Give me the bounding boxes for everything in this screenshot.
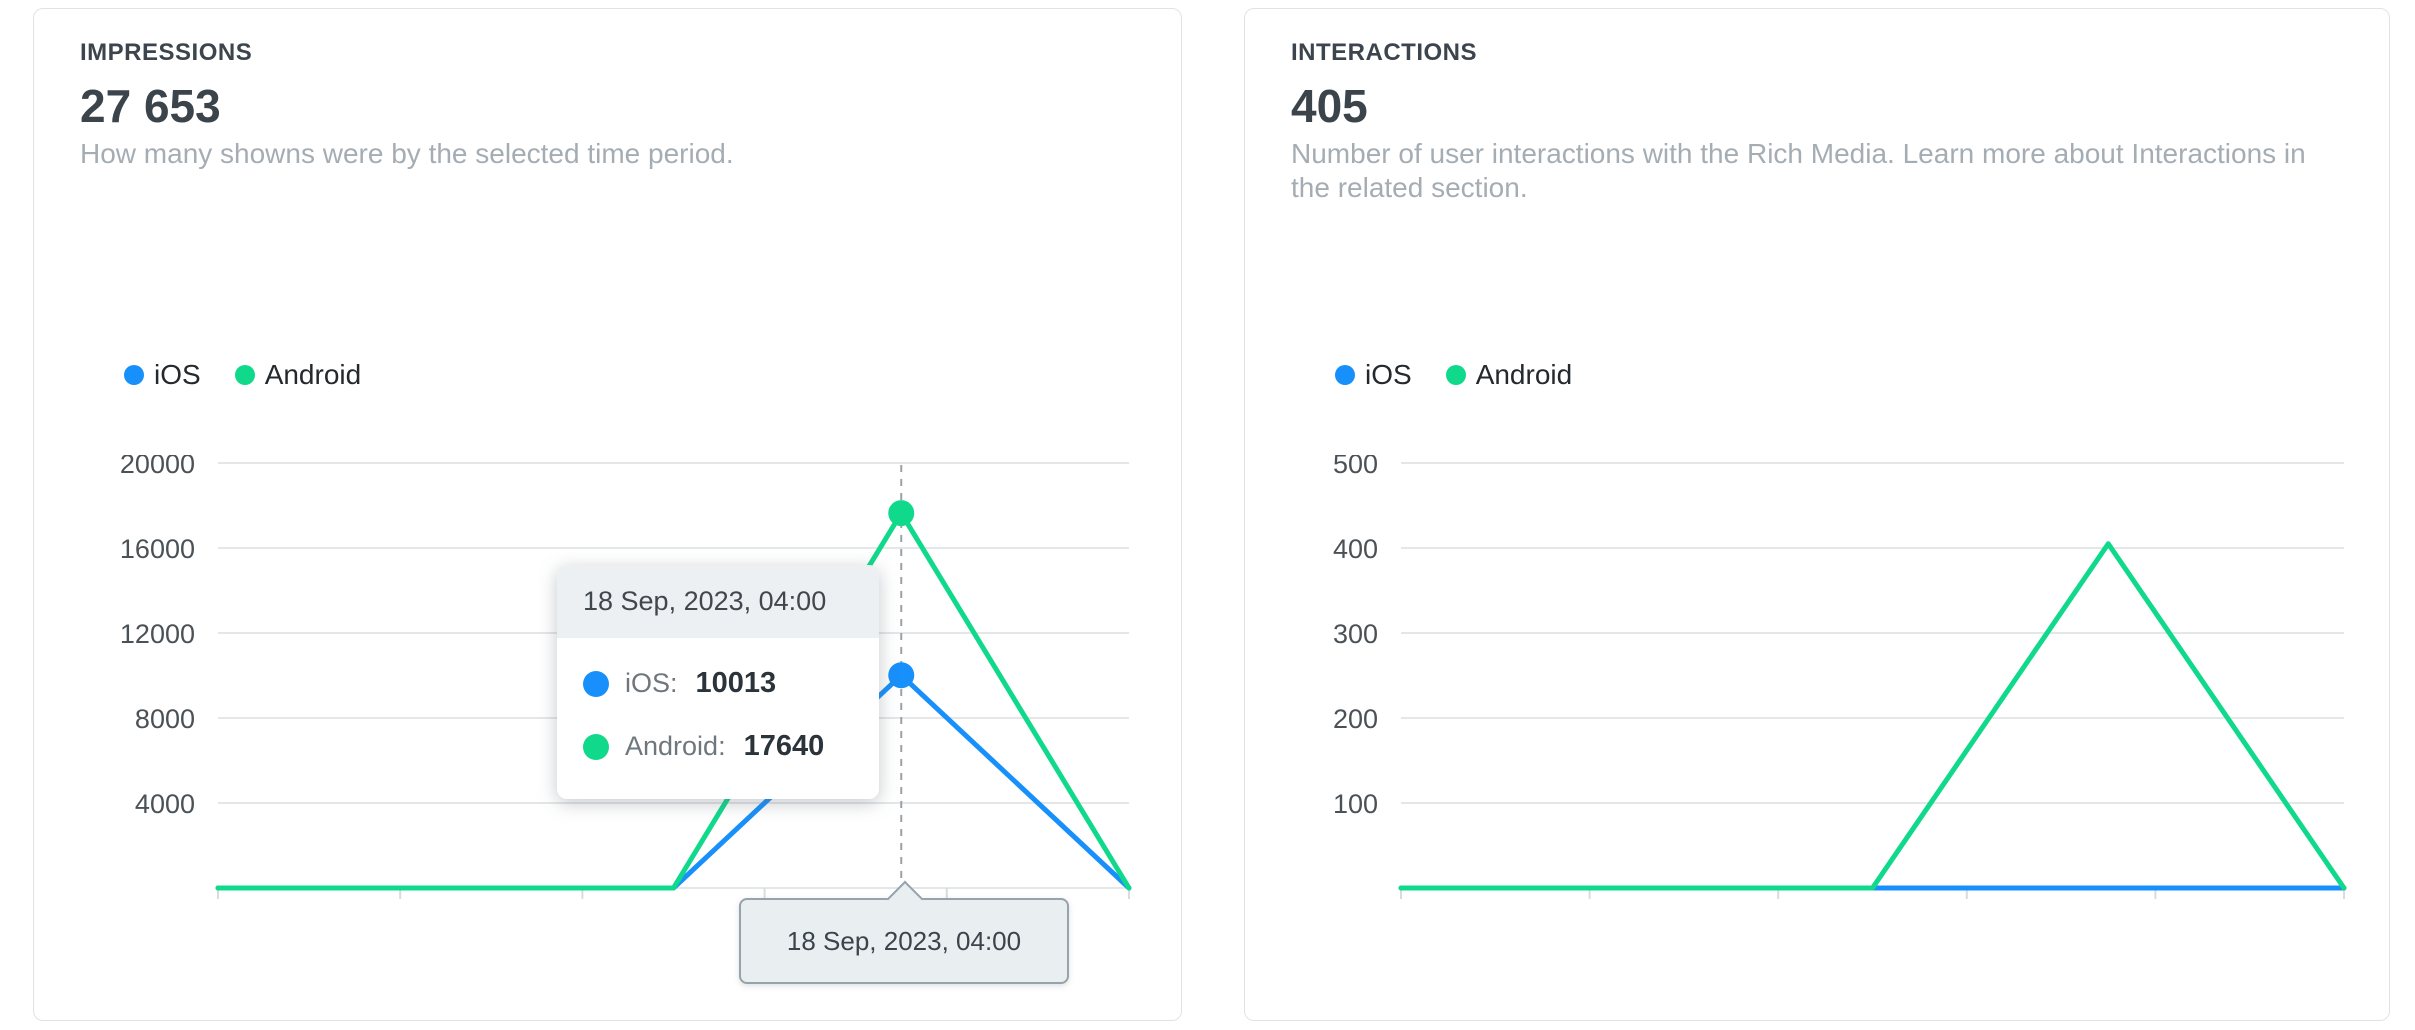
tooltip-row-android: Android: 17640 — [583, 730, 853, 763]
legend-label: iOS — [154, 359, 201, 390]
chart-legend: iOS Android — [124, 359, 361, 391]
tooltip-body: iOS: 10013 Android: 17640 — [557, 638, 879, 799]
impressions-card: IMPRESSIONS 27 653 How many showns were … — [33, 8, 1182, 1021]
legend-label: Android — [264, 359, 362, 390]
android-series-line — [215, 510, 1132, 891]
android-legend-dot-icon — [1445, 365, 1466, 385]
x-axis-hover-label: 18 Sep, 2023, 04:00 — [739, 898, 1069, 984]
y-axis-tick-label: 16000 — [120, 534, 195, 564]
y-axis-tick-label: 100 — [1333, 789, 1378, 819]
card-metric-value: 405 — [1291, 80, 1368, 132]
android-series-line — [1398, 541, 2347, 891]
tooltip-row-ios: iOS: 10013 — [583, 667, 853, 700]
tooltip-series-label: iOS: — [625, 668, 678, 698]
y-axis-tick-label: 4000 — [135, 789, 195, 819]
chart-legend: iOS Android — [1335, 359, 1572, 391]
android-series-dot-icon — [583, 733, 609, 760]
legend-item-android[interactable]: Android — [234, 359, 362, 391]
y-axis-tick-label: 300 — [1333, 619, 1378, 649]
tooltip-series-label: Android: — [625, 731, 726, 761]
y-axis-tick-label: 400 — [1333, 534, 1378, 564]
card-title: INTERACTIONS — [1291, 39, 1477, 66]
legend-item-android[interactable]: Android — [1445, 359, 1573, 391]
interactions-card: INTERACTIONS 405 Number of user interact… — [1244, 8, 2390, 1021]
legend-item-ios[interactable]: iOS — [1335, 359, 1412, 391]
chart-canvas[interactable]: 4000 8000 12000 16000 20000 — [34, 449, 1183, 975]
tooltip-series-value: 10013 — [695, 667, 777, 699]
legend-label: Android — [1475, 359, 1573, 390]
impressions-line-chart[interactable]: 4000 8000 12000 16000 20000 — [34, 449, 1183, 980]
y-axis-tick-label: 500 — [1333, 455, 1378, 479]
card-description: Number of user interactions with the Ric… — [1291, 138, 2306, 203]
tooltip-series-value: 17640 — [743, 730, 825, 762]
tooltip-timestamp: 18 Sep, 2023, 04:00 — [557, 565, 879, 638]
ios-legend-dot-icon — [1335, 365, 1355, 385]
card-metric-value: 27 653 — [80, 80, 221, 132]
y-axis-tick-label: 12000 — [120, 619, 195, 649]
ios-hover-dot — [888, 662, 915, 689]
android-hover-dot — [888, 500, 915, 527]
y-axis-tick-label: 200 — [1333, 704, 1378, 734]
chart-tooltip: 18 Sep, 2023, 04:00 iOS: 10013 Android: … — [557, 565, 879, 799]
card-title: IMPRESSIONS — [80, 39, 253, 66]
ios-series-dot-icon — [583, 670, 609, 697]
legend-item-ios[interactable]: iOS — [124, 359, 201, 391]
y-axis-tick-label: 8000 — [135, 704, 195, 734]
card-description: How many showns were by the selected tim… — [80, 138, 734, 169]
android-legend-dot-icon — [234, 365, 255, 385]
interactions-line-chart[interactable]: 100 200 300 400 500 — [1245, 449, 2391, 980]
ios-legend-dot-icon — [124, 365, 144, 385]
legend-label: iOS — [1365, 359, 1412, 390]
chart-canvas[interactable]: 100 200 300 400 500 — [1245, 449, 2391, 975]
y-axis-tick-label: 20000 — [120, 455, 195, 479]
